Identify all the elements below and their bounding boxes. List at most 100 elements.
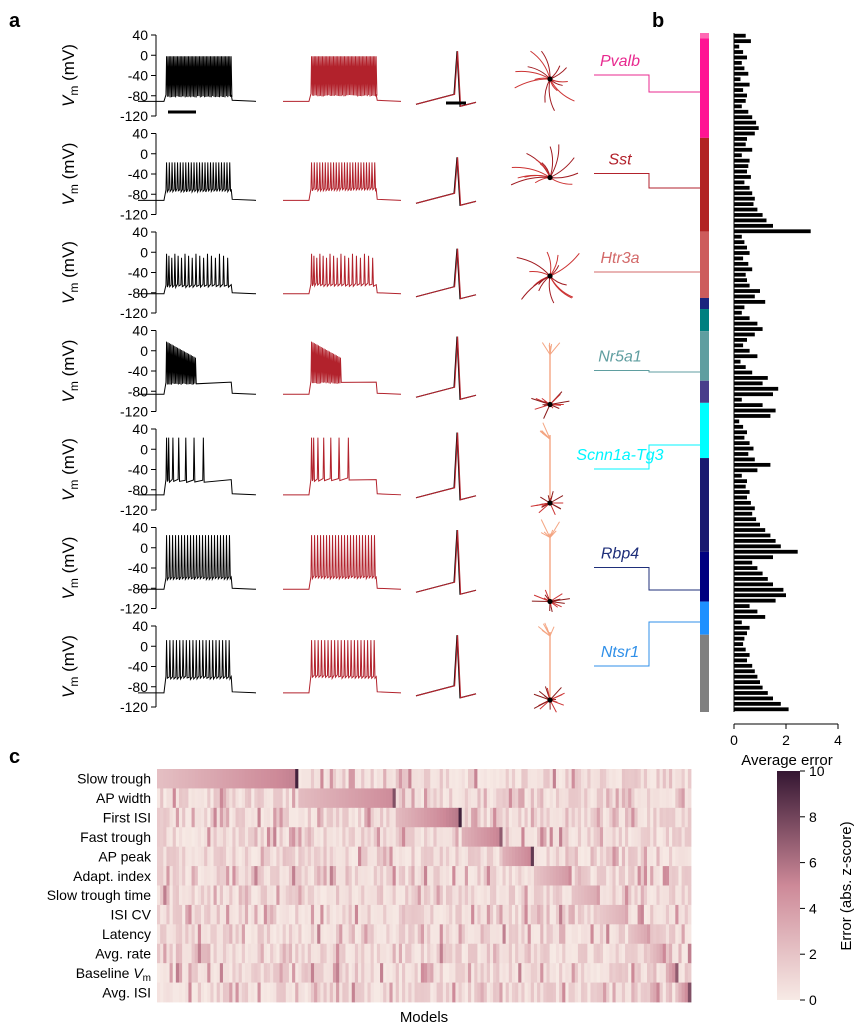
heatmap-cell	[178, 885, 183, 906]
model-trace	[283, 535, 402, 590]
heatmap-cell	[160, 982, 164, 1003]
heatmap-cell	[533, 904, 538, 925]
heatmap-cell	[681, 885, 686, 906]
apical-tuft	[549, 521, 560, 538]
heatmap-cell	[383, 982, 387, 1003]
heatmap-cell	[420, 807, 425, 828]
heatmap-cell	[163, 924, 167, 945]
heatmap-cell	[552, 904, 557, 925]
heatmap-cell	[433, 866, 437, 886]
heatmap-cell	[408, 788, 412, 809]
heatmap-cell	[464, 769, 469, 789]
heatmap-cell	[219, 924, 224, 945]
error-bar	[734, 631, 747, 636]
heatmap-cell	[213, 788, 218, 809]
heatmap-cell	[317, 769, 321, 789]
heatmap-cell	[373, 866, 378, 886]
heatmap-cell	[439, 924, 444, 945]
heatmap-cell	[323, 885, 328, 906]
heatmap-cell	[219, 807, 224, 828]
heatmap-cell	[358, 846, 362, 867]
heatmap-cell	[219, 982, 224, 1003]
heatmap-cell	[282, 885, 287, 906]
heatmap-cell	[402, 943, 406, 964]
heatmap-cell	[593, 982, 598, 1003]
heatmap-cell	[273, 943, 277, 964]
heatmap-cell	[621, 769, 626, 789]
error-bar	[734, 392, 773, 397]
heatmap-cell	[279, 924, 284, 945]
error-bar	[734, 109, 749, 114]
heatmap-cell	[235, 963, 240, 983]
soma	[547, 598, 553, 605]
heatmap-cell	[241, 885, 246, 906]
heatmap-cell	[354, 788, 359, 809]
heatmap-cell	[511, 846, 516, 867]
heatmap-cell	[640, 982, 645, 1003]
heatmap-cell	[336, 769, 340, 789]
heatmap-cell	[606, 885, 610, 906]
error-bar	[734, 598, 776, 603]
heatmap-cell	[533, 846, 538, 867]
heatmap-cell	[232, 807, 236, 828]
heatmap-cell	[210, 827, 214, 848]
heatmap-cell	[232, 866, 236, 886]
heatmap-cell	[665, 924, 670, 945]
heatmap-cell	[175, 963, 180, 983]
heatmap-cell	[402, 982, 406, 1003]
heatmap-cell	[248, 943, 252, 964]
heatmap-cell	[251, 807, 255, 828]
heatmap-cell	[546, 924, 551, 945]
heatmap-cell	[489, 866, 494, 886]
heatmap-cell	[166, 963, 170, 983]
heatmap-cell	[398, 904, 403, 925]
heatmap-cell	[656, 769, 660, 789]
heatmap-cell	[351, 982, 356, 1003]
heatmap-cell	[204, 788, 208, 809]
heatmap-cell	[486, 827, 491, 848]
heatmap-cell	[204, 769, 208, 789]
heatmap-cell	[417, 788, 422, 809]
heatmap-cell	[678, 924, 682, 945]
heatmap-cell	[392, 943, 397, 964]
heatmap-cell	[574, 846, 579, 867]
heatmap-cell	[637, 885, 642, 906]
heatmap-cell	[442, 807, 447, 828]
heatmap-cell	[200, 904, 205, 925]
heatmap-cell	[392, 885, 397, 906]
heatmap-cell	[511, 963, 516, 983]
heatmap-cell	[197, 963, 202, 983]
heatmap-cell	[461, 846, 466, 867]
apical-tuft	[540, 532, 551, 538]
heatmap-cell	[216, 788, 221, 809]
heatmap-cell	[603, 943, 607, 964]
heatmap-cell	[571, 904, 576, 925]
heatmap-cell	[577, 807, 582, 828]
heatmap-cell	[185, 807, 189, 828]
heatmap-cell	[524, 982, 529, 1003]
error-bar	[734, 126, 759, 130]
error-bar	[734, 223, 773, 228]
heatmap-cell	[210, 885, 214, 906]
heatmap-cell	[226, 769, 230, 789]
heatmap-cell	[257, 963, 262, 983]
heatmap-cell	[285, 866, 290, 886]
heatmap-cell	[640, 924, 645, 945]
heatmap-cell	[587, 807, 591, 828]
heatmap-cell	[402, 885, 406, 906]
heatmap-cell	[499, 788, 503, 809]
heatmap-cell	[370, 963, 375, 983]
heatmap-cell	[650, 963, 654, 983]
heatmap-cell	[631, 904, 635, 925]
heatmap-cell	[194, 788, 199, 809]
heatmap-cell	[684, 769, 689, 789]
heatmap-cell	[537, 788, 541, 809]
heatmap-cell	[342, 769, 346, 789]
heatmap-cell	[282, 846, 287, 867]
heatmap-cell	[270, 807, 274, 828]
heatmap-cell	[621, 924, 626, 945]
heatmap-cell	[505, 885, 510, 906]
heatmap-cell	[621, 788, 626, 809]
heatmap-cell	[618, 807, 623, 828]
heatmap-cell	[511, 885, 516, 906]
